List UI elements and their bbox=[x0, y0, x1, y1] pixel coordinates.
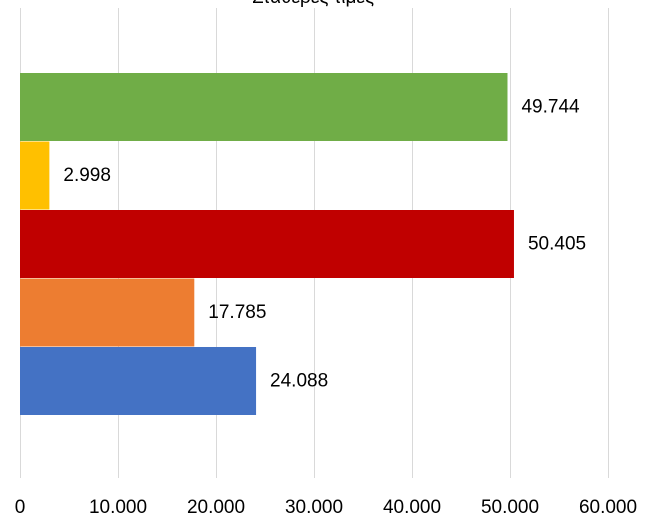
data-label-3: 17.785 bbox=[208, 302, 266, 323]
data-labels: 49.744 2.998 50.405 17.785 24.088 bbox=[63, 97, 586, 392]
data-label-2: 50.405 bbox=[528, 234, 586, 255]
bar-3 bbox=[20, 278, 195, 347]
x-tick-label-5: 50.000 bbox=[481, 497, 539, 518]
bar-0 bbox=[20, 73, 508, 141]
x-tick-label-0: 0 bbox=[15, 497, 26, 518]
bar-1 bbox=[20, 141, 50, 210]
chart-title: Σταθερές τιμές bbox=[252, 0, 374, 8]
bars bbox=[20, 73, 514, 415]
x-axis-tick-labels: 0 10.000 20.000 30.000 40.000 50.000 60.000 bbox=[15, 497, 637, 518]
x-tick-label-6: 60.000 bbox=[579, 497, 637, 518]
x-tick-label-3: 30.000 bbox=[285, 497, 343, 518]
bar-4 bbox=[20, 347, 257, 415]
x-tick-label-2: 20.000 bbox=[187, 497, 245, 518]
x-tick-label-4: 40.000 bbox=[383, 497, 441, 518]
data-label-4: 24.088 bbox=[270, 371, 328, 392]
bar-2 bbox=[20, 210, 514, 278]
data-label-1: 2.998 bbox=[63, 165, 111, 186]
x-tick-label-1: 10.000 bbox=[89, 497, 147, 518]
data-label-0: 49.744 bbox=[521, 97, 580, 118]
